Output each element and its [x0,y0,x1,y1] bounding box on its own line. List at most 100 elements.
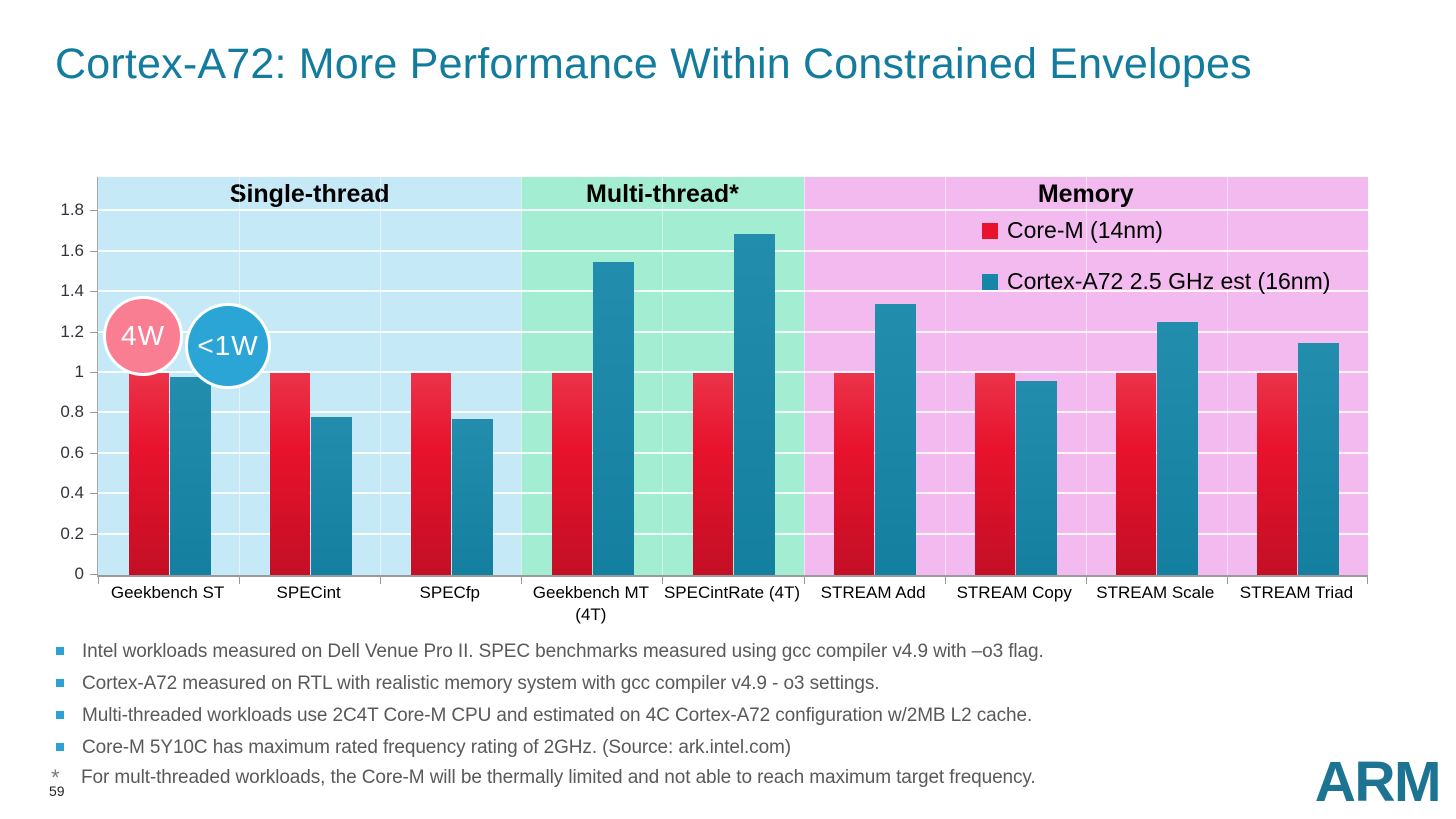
footnote-text: Multi-threaded workloads use 2C4T Core-M… [82,705,1033,726]
category-separator [380,177,382,575]
y-tick-label: 1.4 [60,281,84,301]
category-separator [803,177,805,575]
starred-footnote-text: For mult-threaded workloads, the Core-M … [81,767,1036,788]
bar-core-m-14nm-stream-copy [975,372,1016,575]
y-tick-mark [90,250,98,252]
gridline [98,492,1368,495]
x-tick-mark [803,577,805,584]
bar-cortex-a72-2-5-ghz-est-16nm-specfp [451,419,493,575]
power-badge-4w: 4W [103,296,183,376]
y-tick-label: 1 [74,361,84,381]
x-tick-mark [1085,577,1087,584]
footnote-bullet-row: Cortex-A72 measured on RTL with realisti… [48,672,1438,695]
bullet-square-icon [56,647,64,655]
x-category-label-stream-triad: STREAM Triad [1239,583,1354,602]
y-tick-mark [90,371,98,373]
footnote-bullets: Intel workloads measured on Dell Venue P… [48,640,1438,768]
gridline [98,370,1368,373]
legend-swatch-icon [982,222,998,239]
gridline [98,209,1368,212]
gridline [98,451,1368,454]
y-tick-label: 0.6 [60,442,84,462]
page-title: Cortex-A72: More Performance Within Cons… [55,40,1252,88]
y-tick-mark [90,210,98,212]
bar-cortex-a72-2-5-ghz-est-16nm-stream-copy [1016,381,1058,575]
bullet-square-icon [56,679,64,687]
x-category-label-geekbench-st: Geekbench ST [110,583,225,602]
x-tick-mark [380,577,382,584]
legend-item-core-m-14nm: Core-M (14nm) [982,217,1330,244]
gridline [98,532,1368,535]
legend-label: Cortex-A72 2.5 GHz est (16nm) [1007,268,1331,294]
bar-cortex-a72-2-5-ghz-est-16nm-geekbench-st [169,377,211,575]
x-tick-mark [98,577,99,584]
y-tick-mark [90,493,98,495]
bar-core-m-14nm-stream-scale [1116,372,1157,575]
category-separator [1085,177,1087,575]
bar-core-m-14nm-geekbench-mt-4t [551,372,592,575]
footnote-bullet-row: Core-M 5Y10C has maximum rated frequency… [48,736,1438,759]
x-tick-mark [239,577,241,584]
bar-core-m-14nm-stream-add [834,372,875,575]
y-axis: 0 0.2 0.4 0.6 0.8 1 1.2 1.4 1.6 1.8 [0,177,88,583]
category-separator [521,177,523,575]
footnote-text: Intel workloads measured on Dell Venue P… [82,641,1044,662]
gridline [98,249,1368,252]
x-tick-mark [1367,577,1368,584]
y-tick-label: 0.2 [60,523,84,543]
section-single-thread: Single-thread [98,177,522,575]
plot-area: Single-thread Multi-thread* Memory Core-M (… [90,177,1368,584]
bar-cortex-a72-2-5-ghz-est-16nm-stream-scale [1157,322,1199,575]
y-tick-mark [90,533,98,535]
x-tick-mark [944,577,946,584]
bar-cortex-a72-2-5-ghz-est-16nm-specintrate-4t [734,233,775,575]
x-axis-labels: Geekbench ST SPECint SPECfp Geekbench MT (4… [97,582,1367,626]
arm-logo: ARM [1314,750,1442,814]
bar-core-m-14nm-specfp [410,372,451,575]
y-tick-label: 0.8 [60,402,84,422]
bullet-square-icon [56,743,64,751]
legend-item-cortex-a72-2-5-ghz-est-16nm: Cortex-A72 2.5 GHz est (16nm) [982,268,1330,295]
legend-label: Core-M (14nm) [1007,217,1163,243]
bar-core-m-14nm-stream-triad [1257,372,1298,575]
page-number: 59 [49,783,65,799]
footnote-text: Cortex-A72 measured on RTL with realisti… [82,673,880,694]
x-category-label-stream-copy: STREAM Copy [956,583,1072,602]
asterisk-marker: * [51,765,60,790]
x-tick-mark [662,577,664,584]
y-tick-mark [90,574,98,575]
x-category-label-geekbench-mt-4t: Geekbench MT (4T) [532,583,649,625]
category-separator [1226,177,1228,575]
x-category-label-specintrate-4t: SPECintRate (4T) [663,583,801,602]
y-tick-mark [90,291,98,293]
power-badge-1w: <1W [185,303,271,389]
gridline [98,330,1368,333]
bar-core-m-14nm-specintrate-4t [693,372,733,575]
bar-core-m-14nm-geekbench-st [128,372,169,575]
y-tick-label: 1.8 [60,200,84,220]
chart-legend: Core-M (14nm) Cortex-A72 2.5 GHz est (16n… [982,217,1330,295]
starred-footnote: * For mult-threaded workloads, the Core-… [48,766,1438,789]
y-tick-mark [90,331,98,333]
footnote-text: Core-M 5Y10C has maximum rated frequency… [82,737,791,758]
y-tick-mark [90,412,98,414]
footnote-bullet-row: Intel workloads measured on Dell Venue P… [48,640,1438,663]
bar-cortex-a72-2-5-ghz-est-16nm-specint [310,417,352,575]
x-category-label-stream-add: STREAM Add [820,583,926,602]
category-separator [662,177,664,575]
bar-cortex-a72-2-5-ghz-est-16nm-stream-triad [1298,342,1340,575]
bar-cortex-a72-2-5-ghz-est-16nm-stream-add [875,304,917,575]
y-tick-mark [90,452,98,454]
x-category-label-specfp: SPECfp [419,583,481,602]
bar-cortex-a72-2-5-ghz-est-16nm-geekbench-mt-4t [592,261,634,575]
x-tick-mark [521,577,523,584]
gridline [98,411,1368,414]
gridline [98,290,1368,293]
footnote-bullet-row: Multi-threaded workloads use 2C4T Core-M… [48,704,1438,727]
section-header-single-thread: Single-thread [229,180,390,208]
y-tick-label: 1.2 [60,321,84,341]
x-category-label-specint: SPECint [276,583,341,602]
y-tick-label: 0.4 [60,483,84,503]
bar-core-m-14nm-specint [269,372,310,575]
